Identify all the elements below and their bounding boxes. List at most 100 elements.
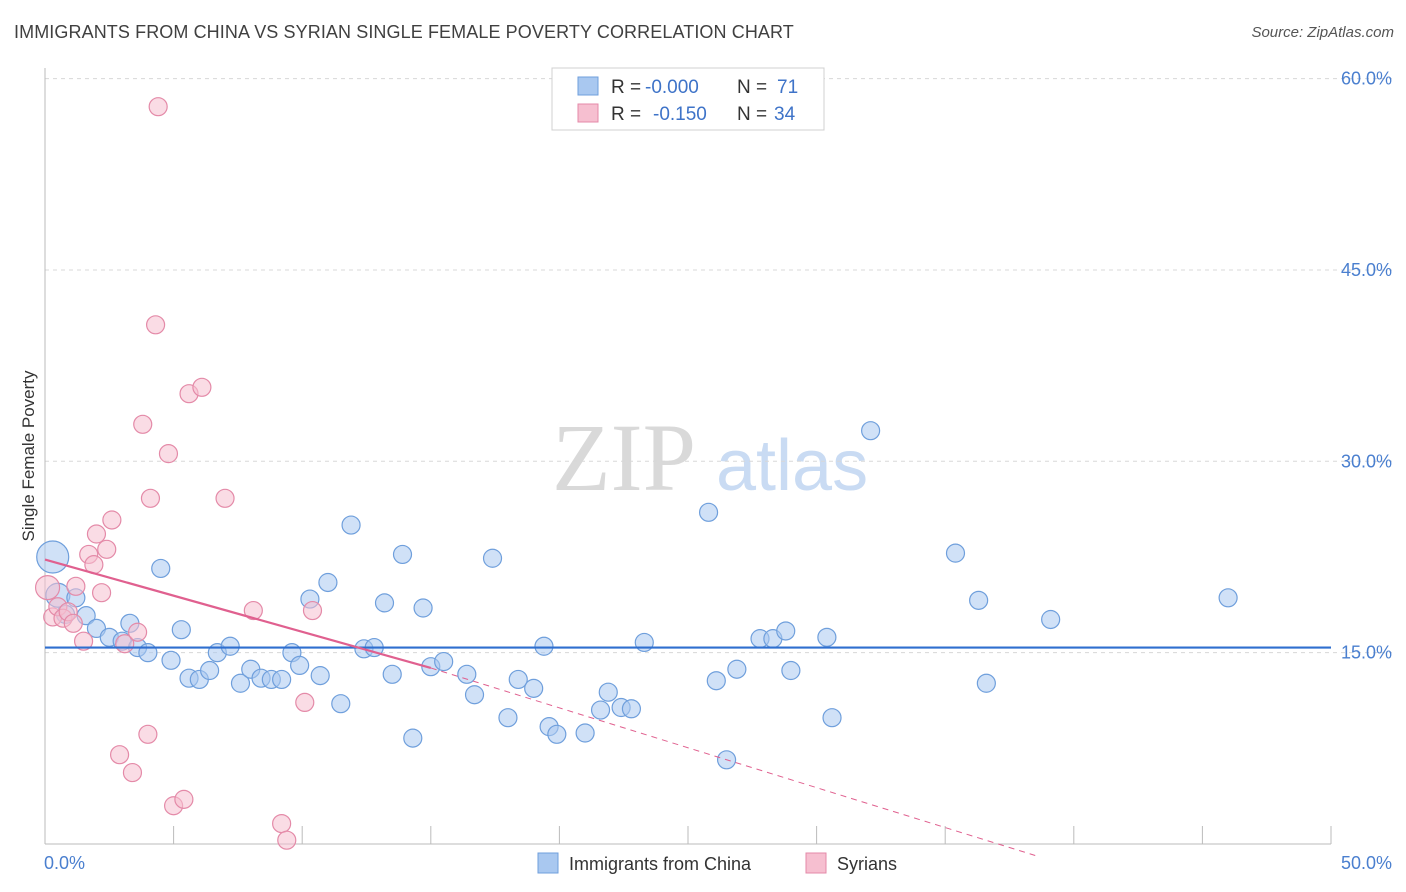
point-china bbox=[138, 643, 158, 663]
point-syrians bbox=[133, 414, 153, 434]
series-legend-swatch-china bbox=[537, 852, 559, 874]
point-syrians bbox=[145, 315, 166, 335]
series-legend-swatch-syrians bbox=[805, 852, 827, 874]
point-syrians bbox=[91, 583, 112, 603]
point-syrians bbox=[215, 488, 235, 508]
y-axis-title: Single Female Poverty bbox=[19, 370, 38, 542]
point-china bbox=[1041, 609, 1061, 630]
point-china bbox=[220, 636, 240, 656]
point-china bbox=[706, 671, 726, 691]
watermark: ZIP atlas bbox=[552, 404, 868, 511]
point-syrians bbox=[295, 692, 315, 713]
y-axis-tick-labels: 15.0% 30.0% 45.0% 60.0% bbox=[1341, 69, 1392, 663]
series-legend-label-syrians: Syrians bbox=[837, 854, 897, 874]
point-china bbox=[598, 682, 618, 702]
point-syrians bbox=[192, 377, 212, 397]
point-china bbox=[36, 540, 70, 574]
legend-swatch-syrians bbox=[577, 103, 599, 123]
y-tick-label-15: 15.0% bbox=[1341, 643, 1392, 663]
point-china bbox=[524, 678, 544, 698]
point-china bbox=[781, 660, 801, 681]
scatter-points bbox=[34, 97, 1238, 850]
series-legend-label-china: Immigrants from China bbox=[569, 854, 752, 874]
trend-line-syrians bbox=[44, 558, 432, 670]
y-tick-label-30: 30.0% bbox=[1341, 451, 1392, 471]
point-china bbox=[547, 724, 567, 744]
point-syrians bbox=[158, 444, 179, 464]
point-china bbox=[575, 723, 595, 743]
point-syrians bbox=[34, 574, 61, 601]
point-china bbox=[310, 666, 330, 686]
point-china bbox=[382, 664, 402, 684]
point-china bbox=[817, 627, 837, 647]
point-china bbox=[318, 572, 338, 593]
point-china bbox=[634, 632, 654, 653]
legend-r-value-china: -0.000 bbox=[645, 77, 699, 98]
point-china bbox=[171, 620, 191, 640]
point-china bbox=[945, 543, 966, 563]
point-syrians bbox=[127, 622, 148, 642]
point-china bbox=[727, 659, 747, 679]
point-syrians bbox=[243, 600, 263, 621]
series-legend: Immigrants from China Syrians bbox=[537, 852, 897, 874]
point-china bbox=[498, 708, 518, 728]
point-china bbox=[621, 699, 642, 719]
point-syrians bbox=[302, 600, 323, 621]
legend-swatch-china bbox=[577, 76, 599, 96]
point-syrians bbox=[122, 762, 143, 783]
legend-n-label-china: N = bbox=[737, 77, 767, 98]
point-china bbox=[230, 673, 251, 693]
point-syrians bbox=[109, 745, 130, 765]
point-syrians bbox=[140, 488, 161, 508]
legend-n-value-china: 71 bbox=[777, 77, 798, 98]
legend-r-label-china: R = bbox=[611, 77, 641, 98]
point-syrians bbox=[86, 524, 107, 544]
point-china bbox=[698, 502, 719, 522]
watermark-atlas: atlas bbox=[716, 426, 868, 506]
point-china bbox=[969, 590, 989, 610]
point-syrians bbox=[66, 576, 86, 596]
point-china bbox=[161, 650, 181, 670]
point-china bbox=[482, 548, 503, 568]
legend-n-value-syrians: 34 bbox=[774, 104, 796, 125]
x-tick-label-min: 0.0% bbox=[44, 853, 85, 873]
point-syrians bbox=[277, 830, 297, 850]
point-china bbox=[976, 673, 996, 693]
point-syrians bbox=[73, 631, 94, 651]
point-china bbox=[290, 655, 310, 676]
point-syrians bbox=[174, 789, 194, 809]
point-china bbox=[392, 544, 413, 565]
point-syrians bbox=[148, 97, 168, 117]
x-axis-ticks bbox=[173, 826, 1332, 844]
stats-legend: R = -0.000 N = 71 R = -0.150 N = 34 bbox=[551, 67, 825, 131]
watermark-zip: ZIP bbox=[552, 404, 696, 511]
point-china bbox=[822, 708, 842, 728]
point-china bbox=[272, 669, 292, 690]
point-syrians bbox=[63, 613, 83, 633]
point-china bbox=[331, 694, 351, 714]
gridlines bbox=[45, 78, 1392, 654]
point-syrians bbox=[97, 539, 117, 559]
point-china bbox=[508, 669, 528, 690]
point-china bbox=[457, 664, 477, 684]
y-tick-label-45: 45.0% bbox=[1341, 260, 1392, 280]
legend-r-label-syrians: R = bbox=[611, 104, 641, 125]
legend-n-label-syrians: N = bbox=[737, 104, 767, 125]
point-syrians bbox=[138, 724, 158, 744]
point-syrians bbox=[102, 510, 122, 530]
point-china bbox=[776, 621, 796, 641]
point-china bbox=[434, 651, 454, 672]
point-china bbox=[464, 685, 485, 705]
legend-r-value-syrians: -0.150 bbox=[653, 104, 707, 125]
y-tick-label-60: 60.0% bbox=[1341, 69, 1392, 89]
x-tick-label-max: 50.0% bbox=[1341, 853, 1392, 873]
point-syrians bbox=[272, 813, 292, 834]
point-china bbox=[200, 660, 220, 681]
point-china bbox=[403, 728, 423, 748]
point-china bbox=[590, 700, 611, 720]
point-china bbox=[151, 558, 171, 579]
trend-lines bbox=[44, 558, 1331, 856]
point-china bbox=[1218, 588, 1238, 608]
point-china bbox=[413, 598, 433, 618]
